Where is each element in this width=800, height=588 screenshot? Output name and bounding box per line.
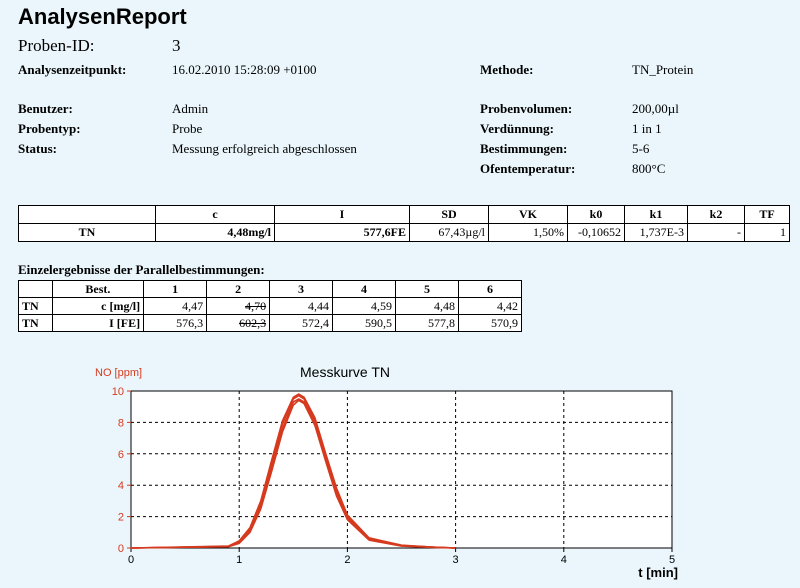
y-tick-label: 10 bbox=[112, 386, 124, 398]
single-value-cell: 4,42 bbox=[457, 297, 523, 315]
summary-k1-cell: 1,737E-3 bbox=[624, 223, 688, 242]
summary-c-cell: 4,48mg/l bbox=[155, 223, 275, 242]
report-title: AnalysenReport bbox=[18, 4, 187, 29]
verduennung-value: 1 in 1 bbox=[632, 121, 662, 136]
ofentemp-value: 800°C bbox=[632, 161, 666, 176]
bestimmungen-label: Bestimmungen: bbox=[480, 141, 568, 156]
summary-i-cell: 577,6FE bbox=[274, 223, 410, 242]
y-tick-label: 2 bbox=[118, 512, 124, 524]
zeit-label: Analysenzeitpunkt: bbox=[18, 62, 127, 77]
single-row-c: TN c [mg/l] 4,47 4,70 4,44 4,59 4,48 4,4… bbox=[18, 297, 523, 315]
y-tick-label: 6 bbox=[118, 449, 124, 461]
summary-sd-cell: 67,43µg/l bbox=[409, 223, 489, 242]
x-tick-label: 4 bbox=[561, 554, 567, 566]
series-line-4 bbox=[130, 399, 456, 549]
summary-header-cell: k2 bbox=[687, 205, 745, 224]
plot-area bbox=[130, 390, 673, 549]
single-results-table: Best. 1 2 3 4 5 6 TN c [mg/l] 4,47 4,70 … bbox=[18, 280, 523, 332]
series-line-3 bbox=[130, 393, 456, 549]
single-value-cell: 4,59 bbox=[332, 297, 396, 315]
single-row-i: TN I [FE] 576,3 602,3 572,4 590,5 577,8 … bbox=[18, 314, 523, 332]
single-value-cell: 570,9 bbox=[457, 314, 523, 332]
y-tick-label: 0 bbox=[118, 543, 124, 555]
verduennung-label: Verdünnung: bbox=[480, 121, 554, 136]
single-param-cell: TN bbox=[18, 314, 53, 332]
benutzer-label: Benutzer: bbox=[18, 101, 73, 116]
single-value-cell: 576,3 bbox=[143, 314, 208, 332]
ofentemp-label: Ofentemperatur: bbox=[480, 161, 576, 176]
summary-k0-cell: -0,10652 bbox=[567, 223, 625, 242]
summary-header-cell: k0 bbox=[567, 205, 625, 224]
summary-param-cell: TN bbox=[18, 223, 156, 242]
methode-value: TN_Protein bbox=[632, 62, 694, 77]
probe-id-value: 3 bbox=[172, 36, 181, 55]
single-value-cell-excluded: 602,3 bbox=[206, 314, 271, 332]
probentyp-label: Probentyp: bbox=[18, 121, 81, 136]
probenvolumen-value: 200,00µl bbox=[632, 101, 679, 116]
x-tick-label: 2 bbox=[344, 554, 350, 566]
summary-header-cell: VK bbox=[488, 205, 568, 224]
x-tick-label: 3 bbox=[453, 554, 459, 566]
probenvolumen-label: Probenvolumen: bbox=[480, 101, 573, 116]
summary-table: c I SD VK k0 k1 k2 TF TN 4,48mg/l 577,6F… bbox=[18, 205, 790, 242]
summary-header-cell: k1 bbox=[624, 205, 688, 224]
probe-id-label: Proben-ID: bbox=[18, 36, 95, 55]
status-label: Status: bbox=[18, 141, 58, 156]
chart-title: Messkurve TN bbox=[300, 364, 390, 380]
zeit-value: 16.02.2010 15:28:09 +0100 bbox=[172, 62, 317, 77]
x-axis-label: t [min] bbox=[638, 565, 678, 580]
benutzer-value: Admin bbox=[172, 101, 209, 116]
y-axis-label: NO [ppm] bbox=[95, 367, 142, 379]
single-value-cell: 590,5 bbox=[332, 314, 396, 332]
summary-data-row: TN 4,48mg/l 577,6FE 67,43µg/l 1,50% -0,1… bbox=[18, 223, 790, 242]
summary-tf-cell: 1 bbox=[744, 223, 790, 242]
y-tick-label: 4 bbox=[118, 480, 124, 492]
probentyp-value: Probe bbox=[172, 121, 203, 136]
status-value: Messung erfolgreich abgeschlossen bbox=[172, 141, 357, 156]
x-tick-label: 5 bbox=[669, 554, 675, 566]
y-tick-label: 8 bbox=[118, 417, 124, 429]
x-tick-label: 0 bbox=[128, 554, 134, 566]
single-value-cell: 572,4 bbox=[269, 314, 334, 332]
x-tick-label: 1 bbox=[236, 554, 242, 566]
single-results-title: Einzelergebnisse der Parallelbestimmunge… bbox=[18, 262, 265, 277]
methode-label: Methode: bbox=[480, 62, 534, 77]
bestimmungen-value: 5-6 bbox=[632, 141, 650, 156]
